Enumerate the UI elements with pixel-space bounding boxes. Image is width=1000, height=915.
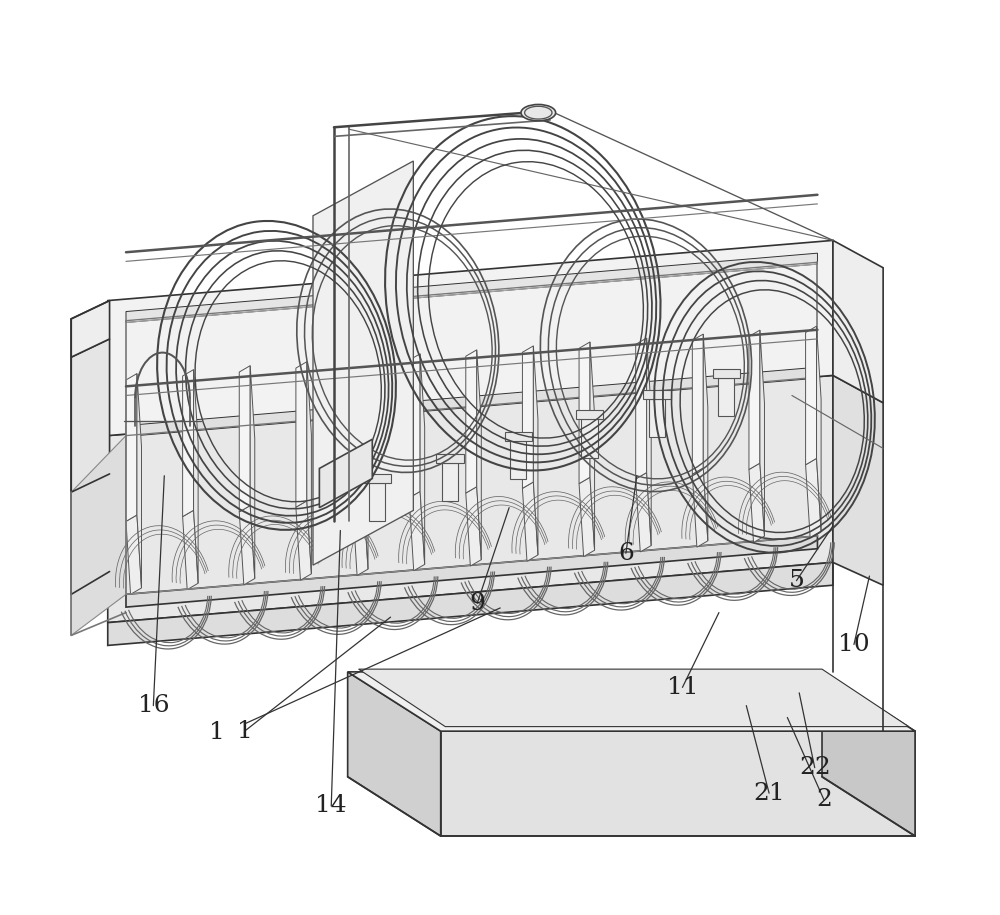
Text: 6: 6	[618, 542, 634, 565]
Polygon shape	[369, 483, 385, 522]
Polygon shape	[194, 370, 198, 583]
Polygon shape	[108, 375, 833, 622]
Polygon shape	[833, 241, 883, 403]
Polygon shape	[126, 373, 137, 522]
Text: 1: 1	[209, 722, 225, 745]
Polygon shape	[183, 511, 198, 589]
Polygon shape	[348, 672, 915, 731]
Polygon shape	[692, 468, 708, 547]
Polygon shape	[692, 334, 703, 474]
Polygon shape	[505, 432, 532, 441]
Polygon shape	[713, 369, 740, 378]
Polygon shape	[108, 241, 833, 436]
Text: 21: 21	[753, 781, 785, 804]
Text: 11: 11	[667, 676, 698, 699]
Polygon shape	[749, 330, 760, 469]
Polygon shape	[250, 366, 255, 578]
Polygon shape	[409, 491, 425, 571]
Polygon shape	[649, 399, 665, 437]
Polygon shape	[533, 346, 538, 555]
Polygon shape	[126, 536, 817, 608]
Polygon shape	[420, 354, 425, 565]
Polygon shape	[71, 436, 126, 635]
Polygon shape	[239, 366, 250, 511]
Polygon shape	[137, 373, 141, 588]
Polygon shape	[71, 339, 110, 492]
Polygon shape	[760, 330, 764, 536]
Polygon shape	[477, 350, 481, 560]
Polygon shape	[239, 506, 255, 585]
Polygon shape	[108, 563, 833, 645]
Polygon shape	[576, 410, 603, 419]
Polygon shape	[590, 342, 595, 550]
Polygon shape	[348, 672, 441, 836]
Polygon shape	[409, 354, 420, 498]
Polygon shape	[522, 482, 538, 561]
Polygon shape	[319, 439, 372, 508]
Polygon shape	[307, 361, 311, 574]
Polygon shape	[703, 334, 708, 541]
Polygon shape	[581, 419, 598, 458]
Polygon shape	[817, 326, 821, 532]
Polygon shape	[353, 496, 368, 576]
Text: 16: 16	[138, 694, 169, 717]
Text: 22: 22	[799, 756, 831, 780]
Polygon shape	[466, 350, 477, 493]
Polygon shape	[510, 441, 526, 479]
Text: 10: 10	[838, 633, 870, 656]
Text: 9: 9	[469, 592, 485, 615]
Polygon shape	[126, 253, 817, 322]
Polygon shape	[442, 463, 458, 501]
Polygon shape	[353, 358, 363, 502]
Polygon shape	[806, 326, 817, 465]
Text: 5: 5	[789, 569, 804, 592]
Text: 1: 1	[237, 720, 252, 743]
Polygon shape	[359, 669, 909, 727]
Polygon shape	[363, 474, 391, 483]
Polygon shape	[636, 338, 647, 479]
Polygon shape	[436, 454, 464, 463]
Polygon shape	[522, 346, 533, 489]
Polygon shape	[833, 375, 883, 586]
Polygon shape	[647, 338, 651, 545]
Polygon shape	[296, 361, 307, 507]
Polygon shape	[441, 731, 915, 836]
Polygon shape	[313, 161, 413, 565]
Polygon shape	[643, 390, 671, 399]
Polygon shape	[579, 478, 595, 556]
Polygon shape	[822, 672, 915, 836]
Polygon shape	[71, 301, 110, 357]
Polygon shape	[363, 358, 368, 569]
Polygon shape	[749, 463, 764, 543]
Ellipse shape	[521, 104, 556, 121]
Polygon shape	[126, 367, 817, 436]
Polygon shape	[636, 472, 651, 552]
Text: 14: 14	[315, 794, 347, 817]
Polygon shape	[296, 501, 311, 580]
Polygon shape	[126, 515, 141, 595]
Polygon shape	[718, 378, 734, 416]
Polygon shape	[183, 370, 194, 517]
Text: 2: 2	[816, 788, 832, 811]
Polygon shape	[579, 342, 590, 484]
Polygon shape	[466, 487, 481, 566]
Polygon shape	[806, 458, 821, 538]
